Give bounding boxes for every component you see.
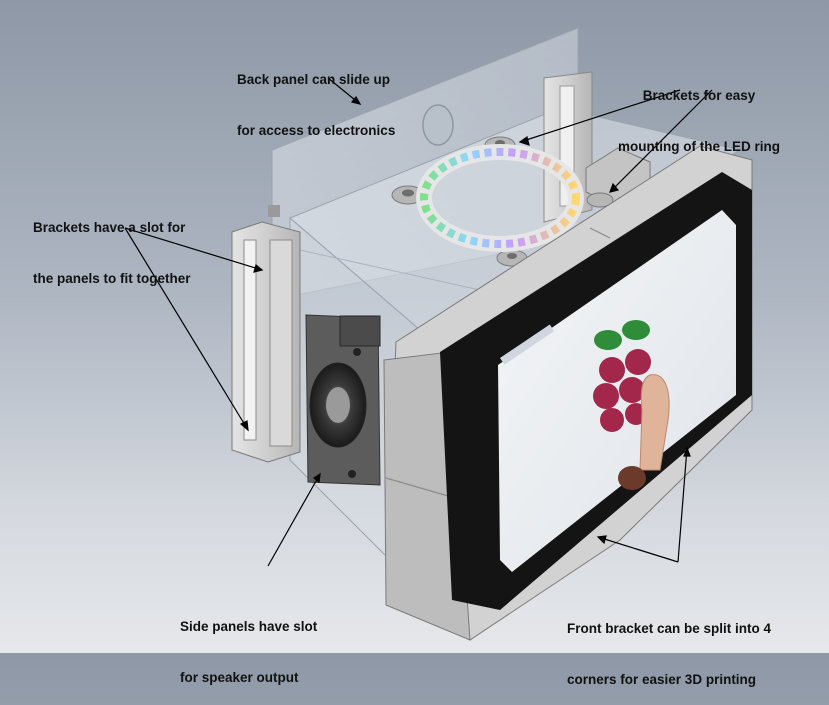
annotation-front-bracket: Front bracket can be split into 4 corner… <box>567 621 772 687</box>
side-bracket <box>231 205 301 463</box>
annotation-led-brackets: Brackets for easy mounting of the LED ri… <box>618 88 780 154</box>
speaker <box>305 314 381 486</box>
led-bracket-left <box>391 185 425 205</box>
annotation-back-panel: Back panel can slide up for access to el… <box>237 72 396 138</box>
annotation-panel-slot: Brackets have a slot for the panels to f… <box>33 220 191 286</box>
arrows <box>124 77 713 567</box>
annotation-speaker-slot: Side panels have slot for speaker output <box>180 619 318 685</box>
finger-icon <box>618 374 670 490</box>
led-ring <box>416 144 584 252</box>
raspberry-pi-logo <box>593 320 651 432</box>
enclosure-diagram <box>124 27 753 641</box>
